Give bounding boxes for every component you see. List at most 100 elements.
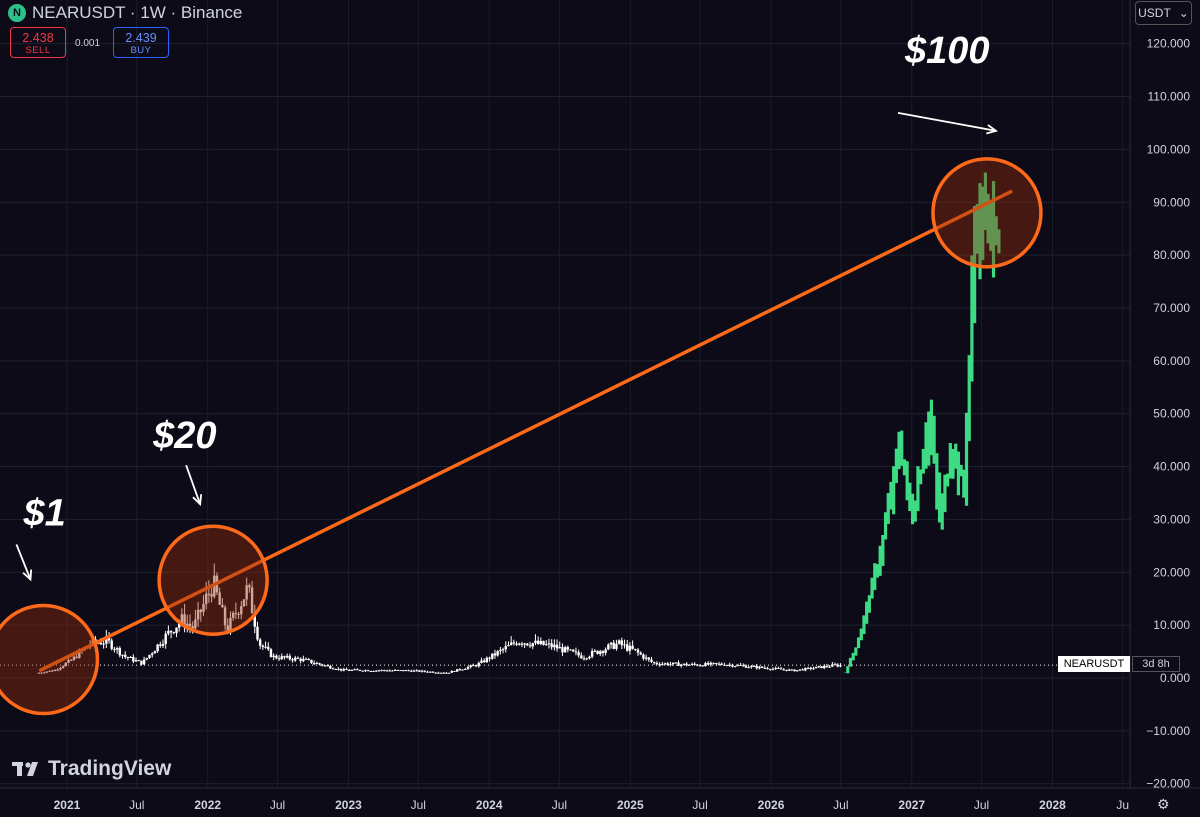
candle-body — [64, 662, 68, 667]
candle-body — [115, 648, 119, 650]
chevron-down-icon: ⌄ — [1178, 6, 1189, 20]
y-tick-label: −20.000 — [1146, 777, 1190, 791]
candle-body — [631, 645, 634, 649]
candle-body — [118, 648, 122, 656]
candle-body — [302, 658, 305, 662]
y-tick-label: 80.000 — [1153, 248, 1190, 262]
annotation-label: $100 — [904, 30, 990, 72]
candle-body — [372, 670, 375, 672]
candle-body — [488, 657, 491, 659]
trendline-segment[interactable] — [39, 189, 1013, 672]
candle-body — [634, 648, 637, 650]
candle-body — [836, 664, 839, 667]
candle-body — [472, 665, 475, 667]
candle-body — [318, 663, 321, 665]
candle-body — [677, 662, 680, 666]
candle-body — [258, 639, 262, 646]
x-axis[interactable]: 2021 Jul 2022 Jul 2023 Jul 2024 Jul 2025 Jul 2026 J… — [0, 787, 1200, 812]
candle-body — [704, 662, 707, 667]
y-tick-label: 10.000 — [1153, 618, 1190, 632]
candle-body — [110, 640, 113, 649]
candle-body — [72, 656, 76, 660]
candle-body — [385, 670, 389, 672]
candle-body — [758, 666, 761, 669]
candle-body — [690, 663, 694, 665]
candle-body — [545, 644, 548, 646]
candle-body — [299, 658, 302, 662]
candle-body — [315, 663, 319, 665]
candle-body — [450, 670, 453, 673]
candle-body — [37, 672, 41, 674]
candle-body — [747, 667, 750, 669]
symbol-title[interactable]: NEARUSDT · 1W · Binance — [32, 3, 243, 22]
candle-body — [515, 643, 518, 645]
candle-body — [563, 647, 567, 653]
candle-body — [469, 665, 472, 668]
gear-icon[interactable]: ⚙ — [1157, 796, 1170, 812]
candle-body — [288, 655, 292, 660]
buy-button[interactable]: 2.439 BUY — [113, 27, 169, 58]
candle-body — [375, 670, 378, 672]
candle-body — [45, 671, 49, 673]
candle-body — [199, 609, 202, 613]
candle-body — [253, 613, 256, 627]
candle-body — [40, 672, 43, 674]
symbol-header[interactable]: N NEARUSDT · 1W · Binance — [8, 3, 242, 23]
candle-body — [204, 593, 208, 604]
candle-body — [221, 604, 224, 608]
currency-selector[interactable]: USDT ⌄ — [1135, 1, 1192, 25]
candle-body — [145, 657, 149, 660]
currency-label: USDT — [1138, 6, 1171, 20]
candle-body — [267, 646, 270, 650]
candle-body — [812, 668, 815, 670]
candle-body — [828, 666, 831, 668]
candle-body — [321, 664, 324, 666]
candle-body — [202, 603, 205, 613]
candle-body — [296, 657, 300, 659]
candle-body — [790, 669, 794, 671]
candle-body — [177, 623, 181, 628]
candle-body — [636, 649, 640, 653]
candle-body — [731, 664, 734, 667]
candle-body — [342, 669, 346, 671]
candle-body — [339, 668, 343, 671]
candle-body — [482, 660, 486, 663]
x-tick-label: Jul — [270, 798, 285, 812]
candle-body — [709, 662, 713, 665]
candle-body — [75, 656, 78, 658]
candle-body — [644, 657, 648, 659]
y-tick-label: 100.000 — [1147, 142, 1191, 156]
candle-body — [186, 623, 189, 628]
candle-body — [223, 607, 227, 626]
arrow-head-icon — [986, 124, 998, 135]
candle-body — [377, 670, 381, 672]
sell-label: SELL — [25, 45, 51, 56]
candle-body — [725, 665, 729, 667]
x-tick-label: Jul — [974, 798, 989, 812]
candle-body — [647, 657, 651, 660]
candle-body — [491, 653, 494, 659]
arrow-head-icon — [22, 569, 33, 582]
candle-body — [121, 654, 124, 656]
candle-body — [383, 670, 386, 672]
candle-body — [264, 646, 267, 648]
candle-body — [304, 658, 308, 660]
candle-body — [728, 664, 731, 666]
candle-body — [412, 670, 416, 672]
candle-body — [782, 669, 785, 671]
candle-body — [574, 651, 578, 653]
tradingview-logo[interactable]: TradingView — [12, 757, 171, 781]
x-tick-label: 2025 — [617, 798, 644, 812]
candle-body — [291, 659, 294, 661]
candle-body — [391, 670, 394, 672]
sell-button[interactable]: 2.438 SELL — [10, 27, 66, 58]
candle-body — [518, 643, 521, 645]
candle-body — [698, 665, 702, 667]
candle-body — [245, 585, 248, 600]
candle-body — [820, 666, 823, 669]
y-axis[interactable]: 120.000 110.000 100.000 90.000 80.000 70.000 6… — [1129, 0, 1200, 817]
candles — [37, 172, 1001, 674]
candle-body — [364, 670, 367, 672]
candle-body — [56, 669, 59, 671]
